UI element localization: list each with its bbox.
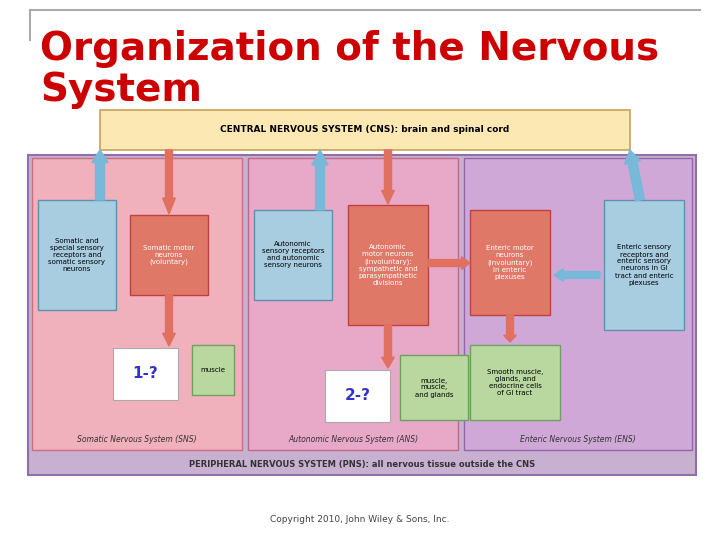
Text: Copyright 2010, John Wiley & Sons, Inc.: Copyright 2010, John Wiley & Sons, Inc. <box>270 516 450 524</box>
Text: Autonomic Nervous System (ANS): Autonomic Nervous System (ANS) <box>288 435 418 444</box>
Text: Enteric motor
neurons
(involuntary)
in enteric
plexuses: Enteric motor neurons (involuntary) in e… <box>486 245 534 280</box>
Bar <box>32 158 242 450</box>
Text: Somatic and
special sensory
receptors and
somatic sensory
neurons: Somatic and special sensory receptors an… <box>48 238 106 272</box>
FancyArrow shape <box>624 150 644 201</box>
Bar <box>348 205 428 325</box>
FancyArrow shape <box>163 295 175 346</box>
Text: Enteric sensory
receptors and
enteric sensory
neurons in GI
tract and enteric
pl: Enteric sensory receptors and enteric se… <box>615 245 673 286</box>
FancyArrow shape <box>504 315 516 342</box>
Bar <box>464 158 692 450</box>
FancyArrow shape <box>92 150 108 200</box>
FancyArrow shape <box>554 269 600 281</box>
Text: Organization of the Nervous
System: Organization of the Nervous System <box>40 30 659 109</box>
Bar <box>248 158 458 450</box>
Text: Somatic Nervous System (SNS): Somatic Nervous System (SNS) <box>77 435 197 444</box>
Text: Autonomic
motor neurons
(involuntary):
sympathetic and
parasympathetic
divisions: Autonomic motor neurons (involuntary): s… <box>359 244 418 286</box>
Bar <box>28 155 696 475</box>
Text: 1-?: 1-? <box>132 367 158 381</box>
Text: Autonomic
sensory receptors
and autonomic
sensory neurons: Autonomic sensory receptors and autonomi… <box>262 241 324 268</box>
FancyArrow shape <box>382 325 395 368</box>
Bar <box>192 345 234 395</box>
FancyArrow shape <box>163 150 175 214</box>
Bar <box>130 215 208 295</box>
Bar <box>254 210 332 300</box>
Bar <box>470 345 560 420</box>
Text: Somatic motor
neurons
(voluntary): Somatic motor neurons (voluntary) <box>143 245 194 265</box>
FancyArrow shape <box>382 150 395 204</box>
Text: Smooth muscle,
glands, and
endocrine cells
of GI tract: Smooth muscle, glands, and endocrine cel… <box>487 369 543 396</box>
Text: PERIPHERAL NERVOUS SYSTEM (PNS): all nervous tissue outside the CNS: PERIPHERAL NERVOUS SYSTEM (PNS): all ner… <box>189 460 535 469</box>
Bar <box>38 200 116 310</box>
Text: Enteric Nervous System (ENS): Enteric Nervous System (ENS) <box>520 435 636 444</box>
Text: 2-?: 2-? <box>344 388 371 403</box>
Bar <box>113 348 178 400</box>
FancyArrow shape <box>428 256 470 269</box>
Bar <box>604 200 684 330</box>
Bar <box>470 210 550 315</box>
Text: muscle: muscle <box>200 367 225 373</box>
Text: CENTRAL NERVOUS SYSTEM (CNS): brain and spinal cord: CENTRAL NERVOUS SYSTEM (CNS): brain and … <box>220 125 510 134</box>
Bar <box>325 370 390 422</box>
Bar <box>400 355 468 420</box>
Bar <box>100 110 630 150</box>
Text: muscle,
muscle,
and glands: muscle, muscle, and glands <box>415 377 454 397</box>
FancyArrow shape <box>312 150 328 210</box>
